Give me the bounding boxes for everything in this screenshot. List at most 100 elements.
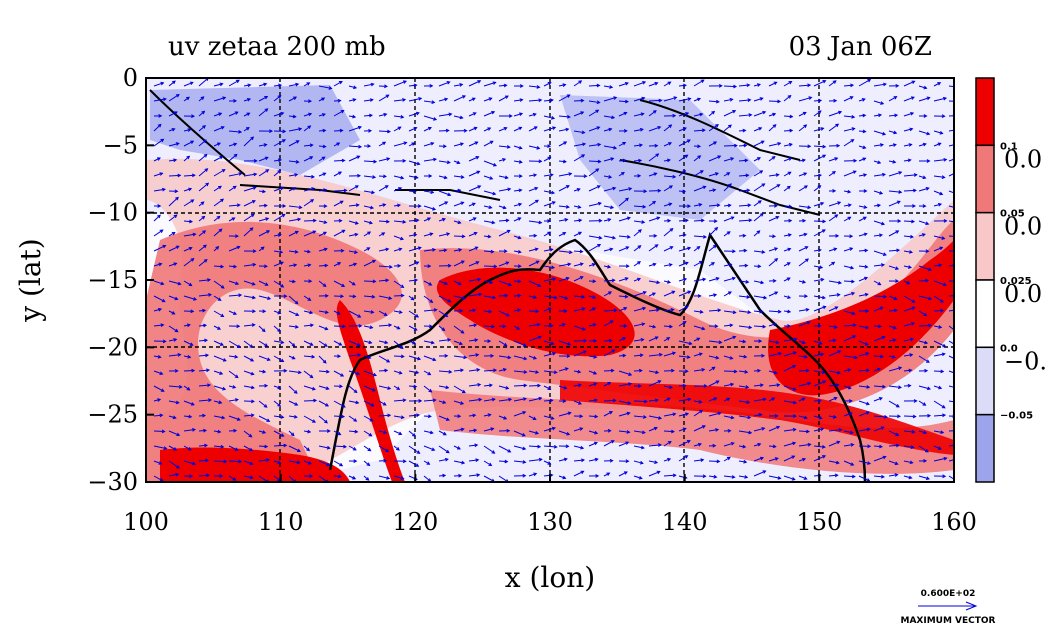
colorbar-big-label: 0.0 bbox=[1004, 280, 1042, 308]
wind-vector-head bbox=[847, 203, 852, 208]
wind-vector-head bbox=[323, 231, 327, 236]
wind-vector bbox=[663, 385, 673, 389]
wind-vector bbox=[498, 219, 509, 222]
wind-vector bbox=[828, 248, 837, 252]
wind-vector-head bbox=[743, 459, 748, 464]
wind-vector bbox=[198, 429, 207, 432]
wind-vector bbox=[813, 445, 825, 448]
wind-vector bbox=[588, 399, 598, 402]
wind-vector bbox=[513, 203, 522, 207]
wind-vector bbox=[168, 232, 176, 237]
wind-vector-head bbox=[205, 353, 210, 358]
wind-vector bbox=[723, 157, 734, 162]
wind-vector bbox=[768, 258, 778, 267]
wind-vector bbox=[393, 115, 404, 118]
wind-vector-head bbox=[233, 264, 238, 269]
wind-vector-head bbox=[771, 397, 776, 401]
wind-vector bbox=[648, 244, 658, 252]
wind-vector bbox=[183, 129, 191, 132]
wind-vector bbox=[828, 370, 840, 374]
wind-vector bbox=[213, 295, 222, 301]
wind-vector bbox=[558, 295, 568, 300]
wind-vector bbox=[708, 355, 719, 359]
wind-vector bbox=[723, 216, 734, 222]
wind-vector-head bbox=[441, 217, 446, 222]
wind-vector bbox=[153, 308, 162, 312]
wind-vector bbox=[813, 110, 822, 117]
wind-vector bbox=[918, 295, 932, 300]
wind-vector-head bbox=[744, 263, 749, 268]
wind-vector bbox=[303, 175, 314, 178]
wind-vector bbox=[648, 153, 659, 162]
wind-vector bbox=[753, 427, 765, 432]
wind-vector-head bbox=[192, 232, 197, 237]
wind-vector bbox=[183, 445, 191, 451]
wind-vector bbox=[528, 280, 541, 287]
wind-vector bbox=[168, 280, 181, 285]
wind-vector bbox=[543, 115, 555, 119]
wind-vector-head bbox=[311, 386, 316, 391]
wind-vector-head bbox=[236, 324, 241, 329]
wind-vector-head bbox=[442, 473, 447, 478]
wind-vector bbox=[468, 339, 478, 342]
wind-vector bbox=[783, 365, 796, 372]
wind-vector bbox=[483, 250, 494, 253]
wind-vector bbox=[363, 99, 373, 102]
vector-key-label: MAXIMUM VECTOR bbox=[900, 616, 995, 626]
wind-vector-head bbox=[701, 425, 706, 429]
wind-vector-head bbox=[219, 371, 224, 375]
wind-vector-head bbox=[656, 280, 661, 285]
wind-vector-head bbox=[748, 325, 753, 330]
wind-vector-head bbox=[757, 264, 762, 269]
wind-vector bbox=[348, 370, 360, 375]
wind-vector-head bbox=[261, 328, 266, 333]
wind-vector bbox=[573, 350, 587, 357]
wind-vector bbox=[663, 337, 670, 342]
wind-vector-head bbox=[884, 415, 888, 419]
wind-vector-head bbox=[711, 262, 715, 266]
wind-vector bbox=[513, 460, 526, 463]
wind-vector bbox=[603, 320, 614, 327]
wind-vector-head bbox=[415, 111, 420, 116]
wind-vector-head bbox=[218, 185, 222, 190]
wind-vector bbox=[423, 460, 430, 465]
wind-vector bbox=[768, 113, 776, 117]
wind-vector-head bbox=[565, 204, 570, 209]
wind-vector-head bbox=[160, 138, 165, 143]
wind-vector-head bbox=[234, 374, 239, 379]
wind-vector-head bbox=[460, 201, 465, 206]
wind-vector-head bbox=[252, 309, 256, 314]
wind-vector bbox=[348, 98, 356, 102]
wind-vector bbox=[153, 82, 164, 87]
wind-vector bbox=[468, 97, 476, 102]
x-axis-label: x (lon) bbox=[505, 561, 595, 594]
wind-vector-head bbox=[892, 159, 897, 164]
wind-vector bbox=[603, 309, 617, 312]
wind-vector-head bbox=[200, 201, 205, 206]
wind-vector bbox=[708, 475, 717, 478]
wind-vector bbox=[378, 400, 387, 406]
wind-vector-head bbox=[416, 450, 421, 454]
wind-vector-head bbox=[593, 338, 598, 343]
wind-vector-head bbox=[309, 474, 314, 478]
wind-vector bbox=[738, 430, 752, 434]
wind-vector-head bbox=[880, 474, 885, 479]
wind-vector-head bbox=[517, 293, 522, 298]
wind-vector bbox=[888, 367, 902, 372]
wind-vector-head bbox=[717, 411, 722, 416]
wind-vector-head bbox=[158, 461, 163, 465]
wind-vector bbox=[183, 340, 193, 346]
wind-vector-head bbox=[911, 299, 916, 303]
wind-vector bbox=[288, 295, 299, 305]
wind-vector bbox=[453, 201, 464, 207]
wind-vector-head bbox=[309, 374, 314, 379]
wind-vector-head bbox=[852, 323, 857, 328]
wind-vector bbox=[408, 279, 418, 282]
wind-vector bbox=[723, 277, 736, 282]
wind-vector-head bbox=[321, 156, 326, 161]
wind-vector-head bbox=[337, 354, 342, 359]
wind-vector bbox=[648, 99, 662, 102]
wind-vector-head bbox=[598, 218, 603, 223]
wind-vector-head bbox=[202, 413, 207, 418]
wind-vector bbox=[513, 355, 527, 360]
